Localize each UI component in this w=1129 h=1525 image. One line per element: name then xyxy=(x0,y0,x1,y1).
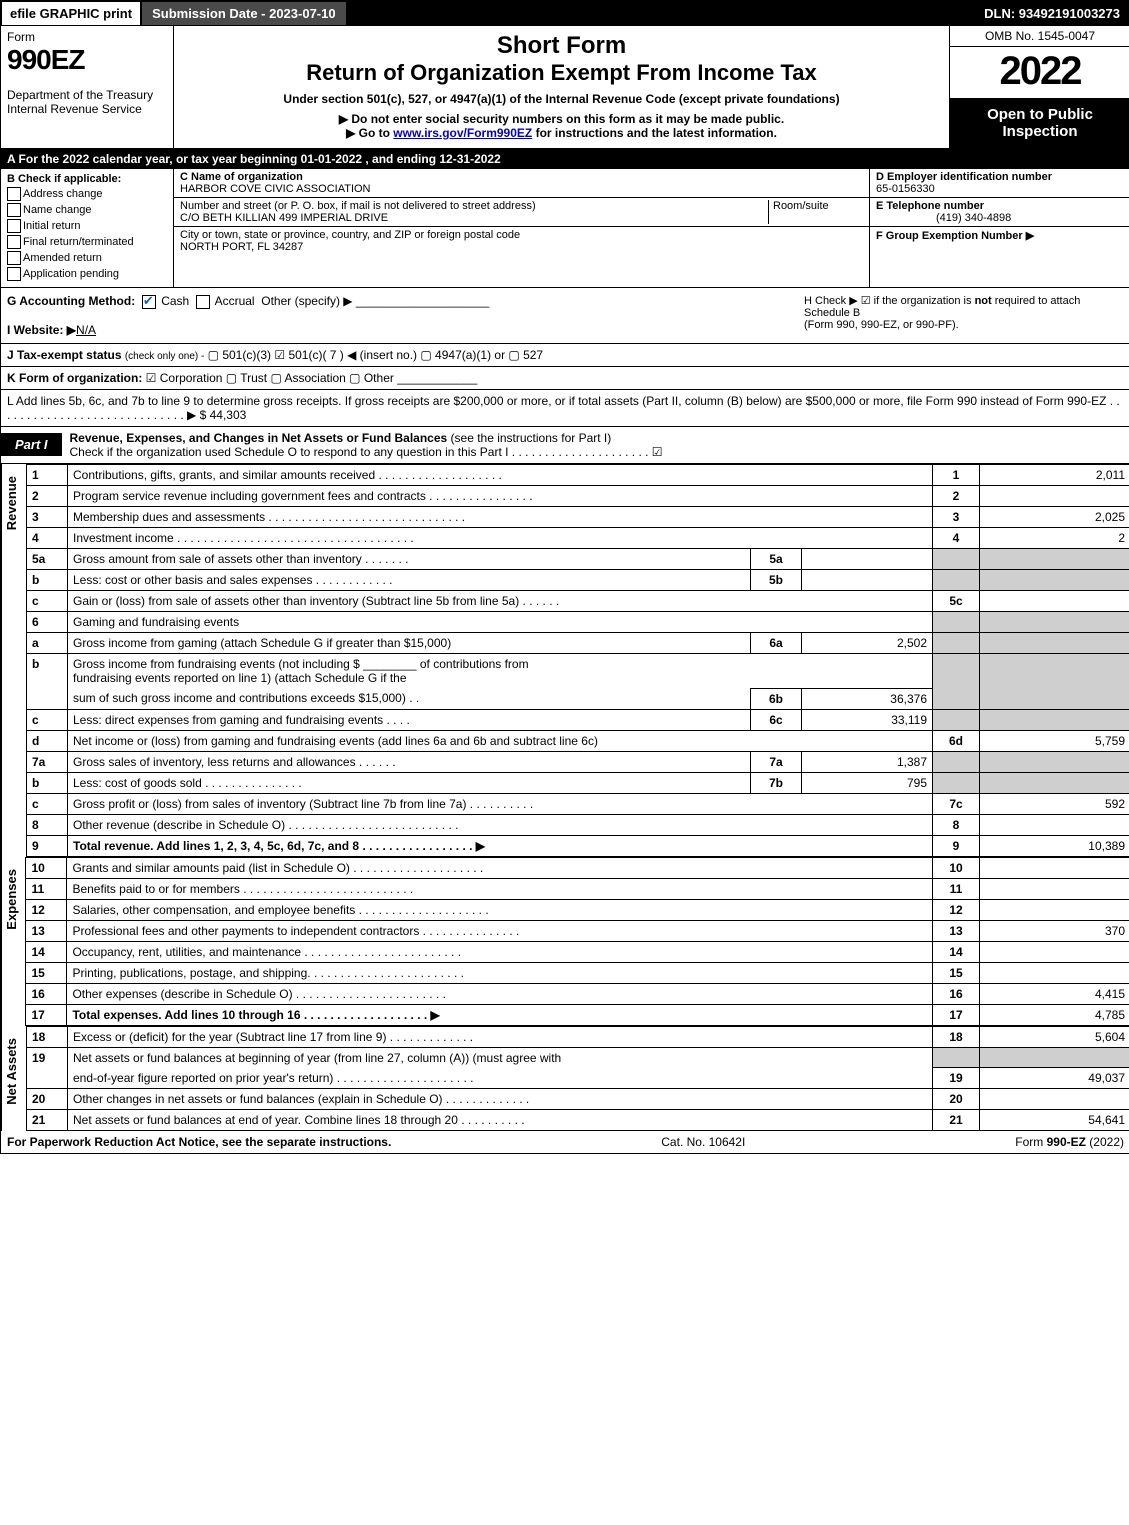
room-suite-label: Room/suite xyxy=(773,200,829,212)
row-g-h: G Accounting Method: Cash Accrual Other … xyxy=(1,288,1129,344)
netassets-table: 18Excess or (deficit) for the year (Subt… xyxy=(27,1026,1129,1132)
city-state-zip: NORTH PORT, FL 34287 xyxy=(180,241,303,253)
table-row: bLess: cost of goods sold . . . . . . . … xyxy=(27,772,1129,793)
dept-treasury: Department of the Treasury xyxy=(7,88,167,102)
table-row: 20Other changes in net assets or fund ba… xyxy=(27,1089,1129,1110)
table-row: 4Investment income . . . . . . . . . . .… xyxy=(27,527,1129,548)
under-section: Under section 501(c), 527, or 4947(a)(1)… xyxy=(184,92,939,106)
page-footer: For Paperwork Reduction Act Notice, see … xyxy=(1,1131,1129,1153)
form-number: 990EZ xyxy=(7,44,167,76)
check-final-return[interactable]: Final return/terminated xyxy=(7,235,167,249)
netassets-vlabel: Net Assets xyxy=(2,1026,21,1117)
ein-value: 65-0156330 xyxy=(876,183,935,195)
table-row: 16Other expenses (describe in Schedule O… xyxy=(26,983,1129,1004)
form-label: Form xyxy=(7,30,167,44)
part-i-table-wrap: Revenue 1Contributions, gifts, grants, a… xyxy=(1,464,1129,857)
revenue-table: 1Contributions, gifts, grants, and simil… xyxy=(27,464,1129,857)
table-row: 18Excess or (deficit) for the year (Subt… xyxy=(27,1026,1129,1047)
group-exemption-label: F Group Exemption Number ▶ xyxy=(876,230,1034,242)
line-k: K Form of organization: ☑ Corporation ▢ … xyxy=(1,367,1129,390)
table-row: 2Program service revenue including gover… xyxy=(27,485,1129,506)
check-address-change[interactable]: Address change xyxy=(7,187,167,201)
table-row: 19Net assets or fund balances at beginni… xyxy=(27,1047,1129,1068)
table-row: 5aGross amount from sale of assets other… xyxy=(27,548,1129,569)
table-row: 13Professional fees and other payments t… xyxy=(26,920,1129,941)
line-l: L Add lines 5b, 6c, and 7b to line 9 to … xyxy=(1,390,1129,427)
open-to-public: Open to Public Inspection xyxy=(950,98,1129,148)
footer-left: For Paperwork Reduction Act Notice, see … xyxy=(7,1135,391,1149)
dln: DLN: 93492191003273 xyxy=(974,2,1129,25)
table-row: 14Occupancy, rent, utilities, and mainte… xyxy=(26,941,1129,962)
table-row: end-of-year figure reported on prior yea… xyxy=(27,1068,1129,1089)
short-form-title: Short Form xyxy=(184,32,939,60)
omb-number: OMB No. 1545-0047 xyxy=(950,26,1129,47)
footer-center: Cat. No. 10642I xyxy=(661,1135,745,1149)
table-row: 7aGross sales of inventory, less returns… xyxy=(27,751,1129,772)
table-row: 1Contributions, gifts, grants, and simil… xyxy=(27,464,1129,485)
section-b-label: B Check if applicable: xyxy=(7,173,167,185)
table-row: cGross profit or (loss) from sales of in… xyxy=(27,793,1129,814)
table-row: bLess: cost or other basis and sales exp… xyxy=(27,569,1129,590)
table-row: 17Total expenses. Add lines 10 through 1… xyxy=(26,1004,1129,1025)
check-application-pending[interactable]: Application pending xyxy=(7,267,167,281)
table-row: bGross income from fundraising events (n… xyxy=(27,653,1129,688)
table-row: cGain or (loss) from sale of assets othe… xyxy=(27,590,1129,611)
check-cash[interactable] xyxy=(142,295,156,309)
table-row: 15Printing, publications, postage, and s… xyxy=(26,962,1129,983)
check-name-change[interactable]: Name change xyxy=(7,203,167,217)
part-i-checkline: Check if the organization used Schedule … xyxy=(70,445,663,459)
part-i-tag: Part I xyxy=(1,433,62,456)
h-text-3: (Form 990, 990-EZ, or 990-PF). xyxy=(804,319,959,331)
submission-date: Submission Date - 2023-07-10 xyxy=(141,1,347,26)
check-initial-return[interactable]: Initial return xyxy=(7,219,167,233)
part-i-header: Part I Revenue, Expenses, and Changes in… xyxy=(1,427,1129,464)
check-amended-return[interactable]: Amended return xyxy=(7,251,167,265)
topbar: efile GRAPHIC print Submission Date - 20… xyxy=(1,1,1129,26)
org-name-label: C Name of organization xyxy=(180,171,303,183)
accounting-method-label: G Accounting Method: xyxy=(7,294,135,308)
table-row: 21Net assets or fund balances at end of … xyxy=(27,1110,1129,1131)
table-row: dNet income or (loss) from gaming and fu… xyxy=(27,730,1129,751)
efile-label: efile GRAPHIC print xyxy=(1,1,141,26)
table-row: 3Membership dues and assessments . . . .… xyxy=(27,506,1129,527)
form-header: Form 990EZ Department of the Treasury In… xyxy=(1,26,1129,149)
table-row: 11Benefits paid to or for members . . . … xyxy=(26,878,1129,899)
ein-label: D Employer identification number xyxy=(876,171,1052,183)
expenses-vlabel: Expenses xyxy=(2,857,21,942)
org-name: HARBOR COVE CIVIC ASSOCIATION xyxy=(180,183,371,195)
part-i-title: Revenue, Expenses, and Changes in Net As… xyxy=(70,431,448,445)
street-label: Number and street (or P. O. box, if mail… xyxy=(180,200,536,212)
table-row: aGross income from gaming (attach Schedu… xyxy=(27,632,1129,653)
ssn-warning: ▶ Do not enter social security numbers o… xyxy=(184,112,939,126)
line-j: J Tax-exempt status (check only one) - ▢… xyxy=(1,344,1129,367)
street-address: C/O BETH KILLIAN 499 IMPERIAL DRIVE xyxy=(180,212,388,224)
table-row: cLess: direct expenses from gaming and f… xyxy=(27,709,1129,730)
h-text-1: H Check ▶ ☑ if the organization is xyxy=(804,295,975,307)
website-label: I Website: ▶ xyxy=(7,323,76,337)
form-title: Return of Organization Exempt From Incom… xyxy=(184,60,939,86)
website-value: N/A xyxy=(76,323,96,337)
irs-label: Internal Revenue Service xyxy=(7,102,167,116)
expenses-table: 10Grants and similar amounts paid (list … xyxy=(26,857,1129,1026)
instructions-link-line: ▶ Go to www.irs.gov/Form990EZ for instru… xyxy=(184,126,939,140)
table-row: 9Total revenue. Add lines 1, 2, 3, 4, 5c… xyxy=(27,835,1129,856)
table-row: 6Gaming and fundraising events xyxy=(27,611,1129,632)
table-row: 12Salaries, other compensation, and empl… xyxy=(26,899,1129,920)
footer-right: Form 990-EZ (2022) xyxy=(1015,1135,1124,1149)
revenue-vlabel: Revenue xyxy=(2,464,21,542)
table-row: 10Grants and similar amounts paid (list … xyxy=(26,857,1129,878)
irs-link[interactable]: www.irs.gov/Form990EZ xyxy=(393,126,532,140)
telephone-value: (419) 340-4898 xyxy=(876,212,1011,224)
tax-year: 2022 xyxy=(950,47,1129,98)
telephone-label: E Telephone number xyxy=(876,200,984,212)
section-a-tax-year: A For the 2022 calendar year, or tax yea… xyxy=(1,149,1129,169)
org-info-block: B Check if applicable: Address change Na… xyxy=(1,169,1129,288)
city-label: City or town, state or province, country… xyxy=(180,229,520,241)
check-accrual[interactable] xyxy=(196,295,210,309)
table-row: 8Other revenue (describe in Schedule O) … xyxy=(27,814,1129,835)
